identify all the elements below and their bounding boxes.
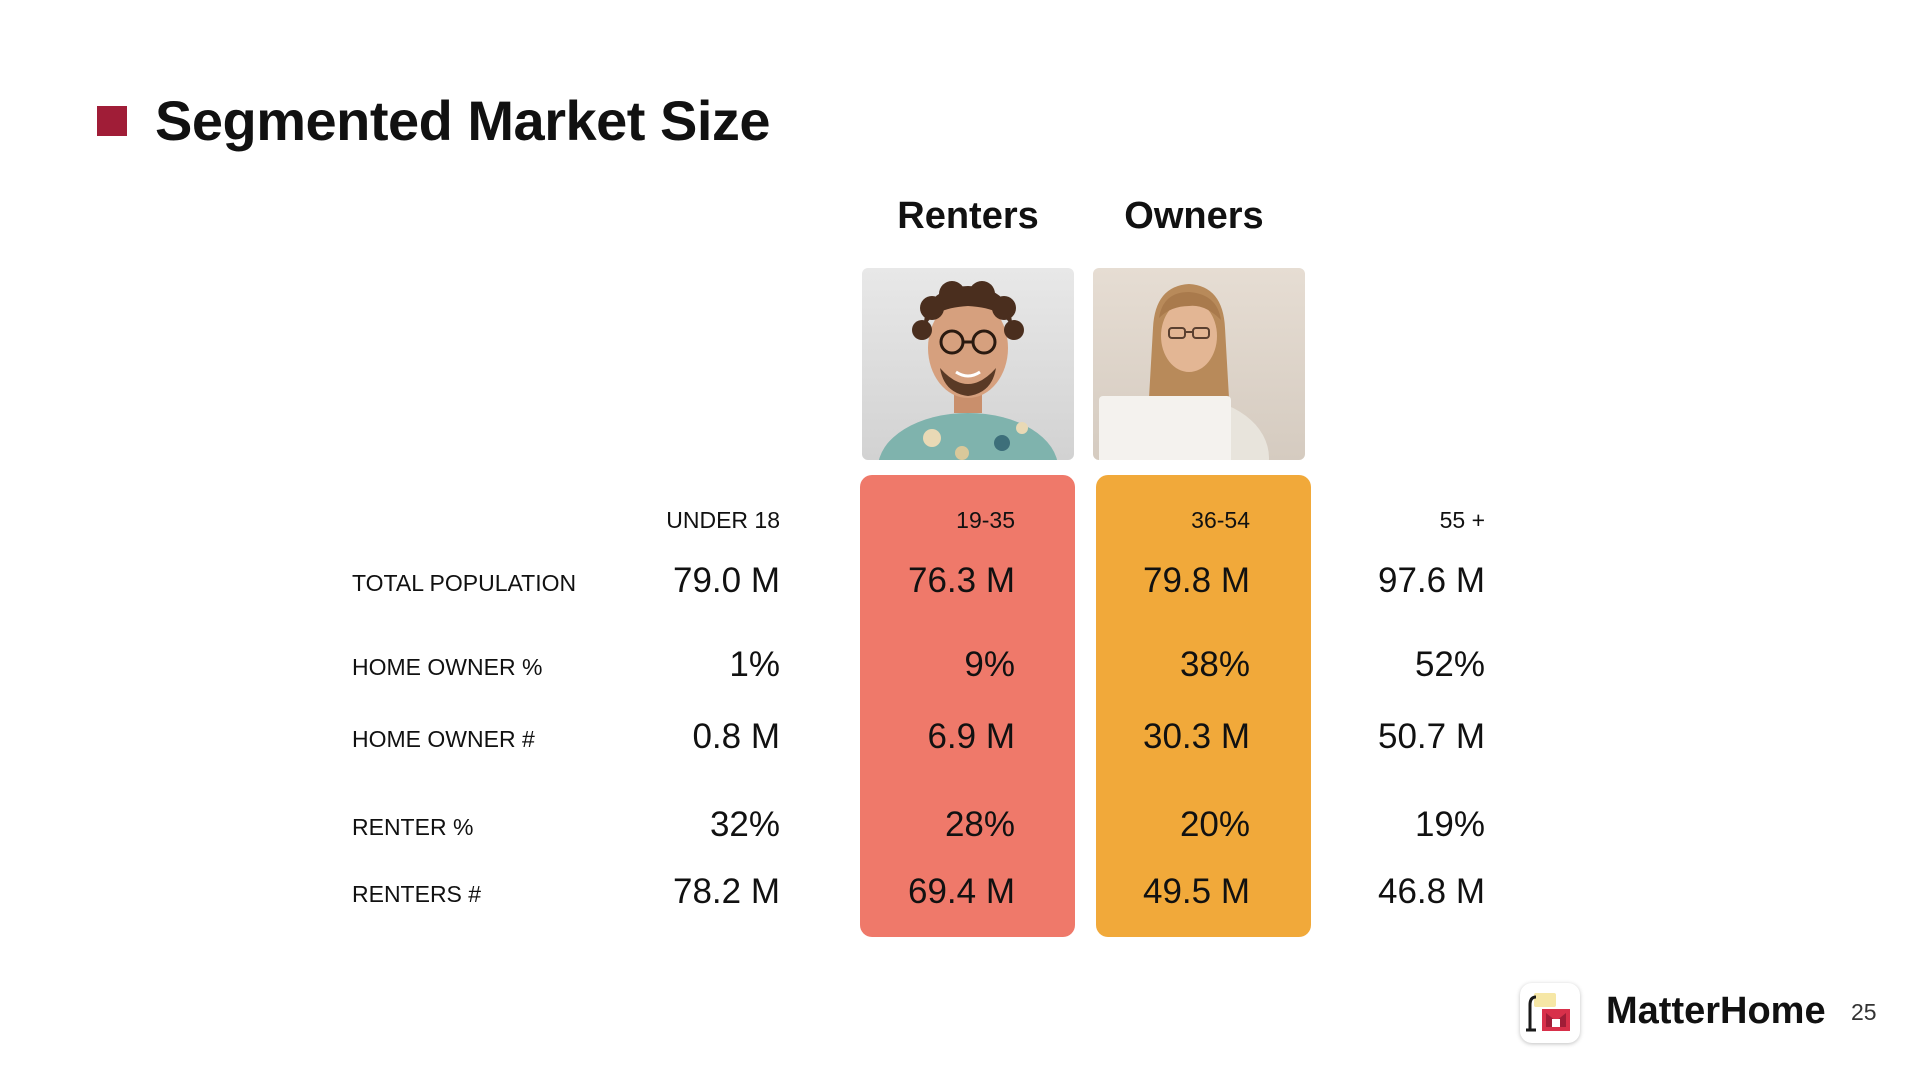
row-label: RENTER %	[352, 814, 474, 840]
renters-column-highlight	[860, 475, 1075, 937]
row-label: RENTERS #	[352, 881, 482, 907]
age-group-header: 36-54	[1191, 507, 1250, 533]
table-cell: 50.7 M	[1378, 717, 1485, 756]
renter-photo	[862, 268, 1074, 460]
page-title: Segmented Market Size	[155, 89, 771, 152]
table-cell: 97.6 M	[1378, 561, 1485, 600]
table-cell: 79.8 M	[1143, 561, 1250, 600]
table-cell: 38%	[1179, 645, 1250, 684]
matterhome-logo-icon	[1520, 983, 1580, 1043]
age-group-header: 19-35	[956, 507, 1015, 533]
table-cell: 69.4 M	[908, 872, 1015, 911]
table-cell: 6.9 M	[927, 717, 1015, 756]
table-cell: 79.0 M	[673, 561, 780, 600]
owner-photo	[1093, 268, 1305, 460]
table-cell: 28%	[944, 805, 1015, 844]
table-cell: 52%	[1414, 645, 1485, 684]
table-cell: 9%	[964, 645, 1015, 684]
row-label: TOTAL POPULATION	[352, 570, 577, 596]
table-cell: 19%	[1414, 805, 1485, 844]
page-number: 25	[1851, 999, 1877, 1025]
table-cell: 49.5 M	[1143, 872, 1250, 911]
owners-header: Owners	[1124, 195, 1264, 237]
table-cell: 30.3 M	[1143, 717, 1250, 756]
table-cell: 76.3 M	[908, 561, 1015, 600]
table-cell: 46.8 M	[1378, 872, 1485, 911]
table-cell: 1%	[729, 645, 780, 684]
row-label: HOME OWNER %	[352, 654, 543, 680]
table-cell: 0.8 M	[692, 717, 780, 756]
brand-name: MatterHome	[1606, 990, 1826, 1032]
title-bullet-square	[97, 106, 127, 136]
age-group-header: UNDER 18	[666, 507, 780, 533]
table-cell: 32%	[709, 805, 780, 844]
renters-header: Renters	[897, 195, 1039, 237]
owners-column-highlight	[1096, 475, 1311, 937]
table-cell: 20%	[1179, 805, 1250, 844]
table-cell: 78.2 M	[673, 872, 780, 911]
row-label: HOME OWNER #	[352, 726, 535, 752]
age-group-header: 55 +	[1439, 507, 1485, 533]
